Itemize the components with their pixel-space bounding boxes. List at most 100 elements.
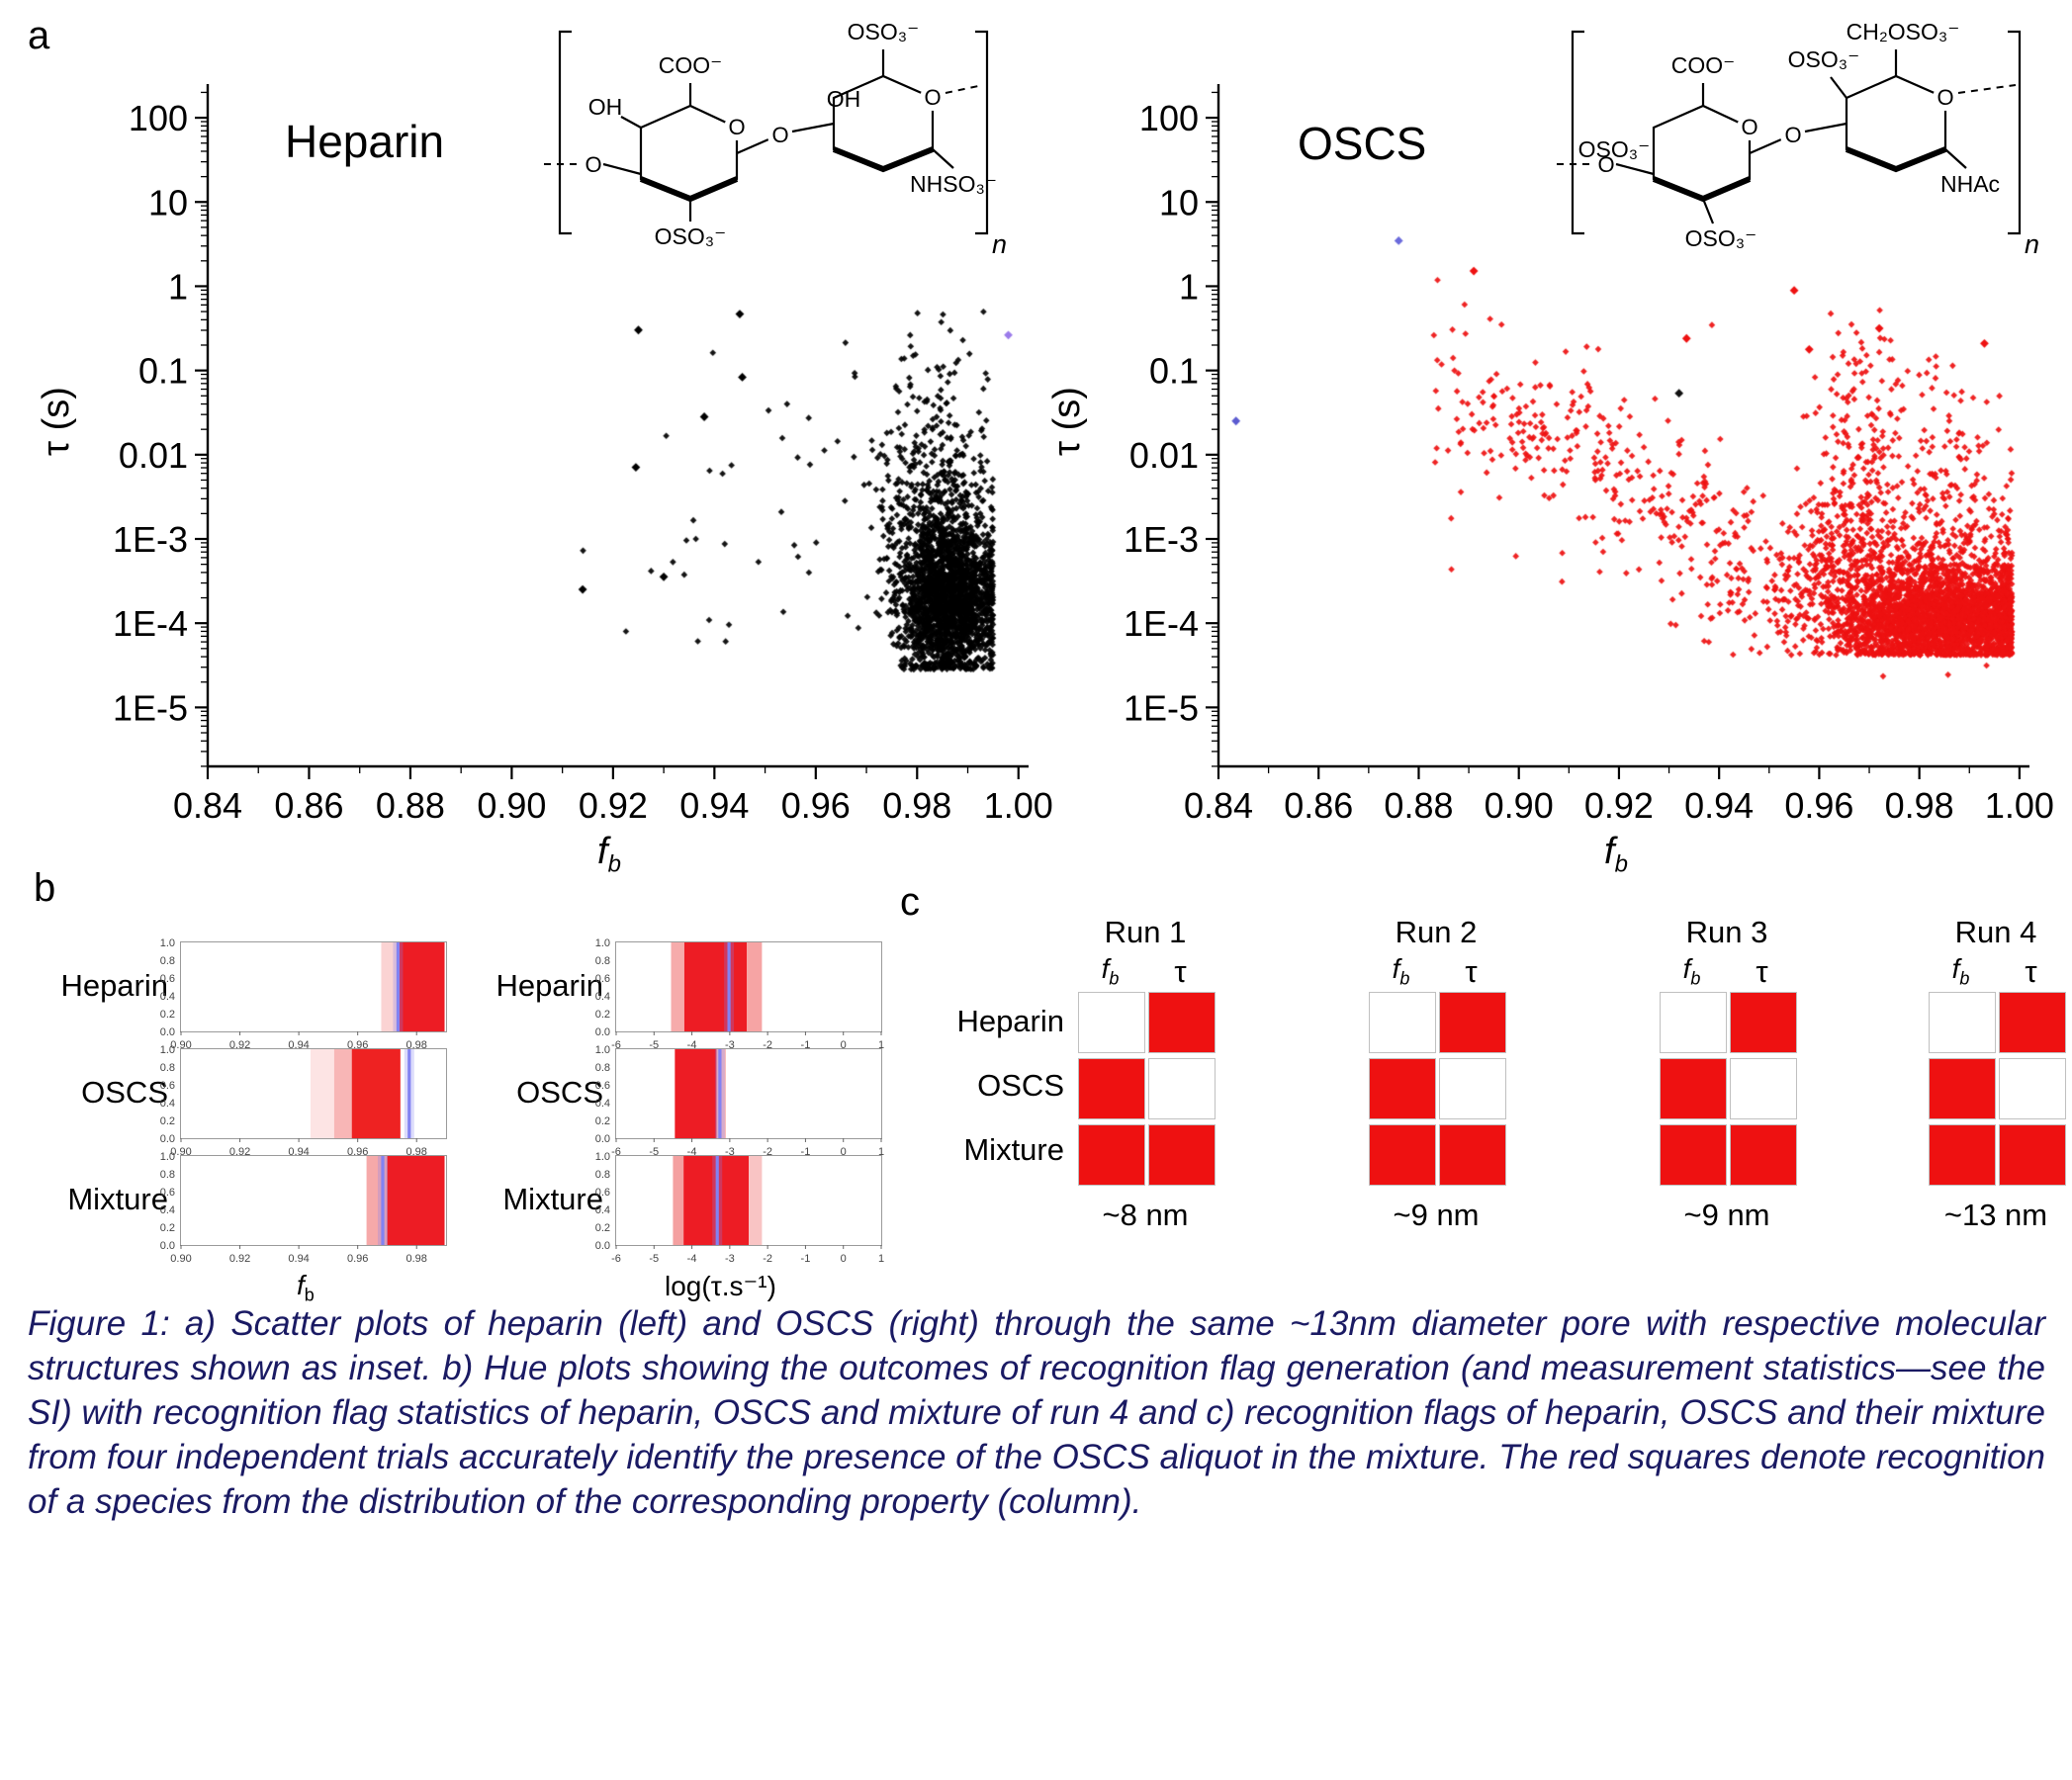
y-tick-label: 100 <box>129 98 188 138</box>
flag-col-headers: fb τ <box>1653 953 1801 992</box>
pore-size-label: ~9 nm <box>1683 1198 1770 1232</box>
repeat-n-label: n <box>2025 229 2039 259</box>
hue-y-tick-label: 0.8 <box>595 1169 610 1181</box>
bond <box>791 122 835 134</box>
panel-b-label: b <box>34 866 56 910</box>
hue-marker <box>715 1156 719 1245</box>
oso3-label: OSO₃⁻ <box>1578 136 1651 162</box>
y-tick-label: 1E-5 <box>113 687 188 728</box>
hue-plot-oscs-tau: 1.0 0.8 0.6 0.4 0.2 0.0 -6 -5 -4 -3 -2 -1 0 1 <box>595 1044 884 1158</box>
tau-col-header: τ <box>2025 954 2037 989</box>
atom-bg <box>1933 85 1958 111</box>
bracket-right <box>2008 30 2022 235</box>
flag-cell <box>1998 1124 2066 1186</box>
x-tick-label: 0.92 <box>1584 785 1654 826</box>
hue-x-tick-label: -5 <box>649 1146 659 1158</box>
heparin-structure-inset: n O O COO⁻ OH OSO₃⁻ O O OSO₃⁻ OH NHSO₃⁻ <box>544 19 1007 259</box>
run-title: Run 3 <box>1685 915 1768 949</box>
hue-y-tick-label: 0.2 <box>160 1115 175 1127</box>
hue-y-tick-label: 0.2 <box>160 1222 175 1234</box>
flag-cell <box>1998 992 2066 1053</box>
hue-x-tick-label: 0.98 <box>406 1253 427 1265</box>
oxygen-atom: O <box>924 85 941 110</box>
y-tick-label: 1 <box>168 266 188 307</box>
hue-x-tick-label: 1 <box>878 1039 884 1051</box>
hue-y-tick-label: 0.2 <box>595 1222 610 1234</box>
flag-grid <box>1653 992 1801 1186</box>
oxygen-atom: O <box>728 115 745 139</box>
heparin-scatter-plot: 100 10 1 0.1 0.01 1E-3 1E-4 1E-5 0.84 0.86 0.88 0.9… <box>113 84 1053 826</box>
x-tick-label: 0.98 <box>882 785 951 826</box>
hue-fb-axis-label: fb <box>297 1270 315 1306</box>
hue-band <box>381 942 400 1031</box>
oscs-scatter-plot: 100 10 1 0.1 0.01 1E-3 1E-4 1E-5 0.84 0.86 0.88 0.9… <box>1124 84 2054 826</box>
hue-y-tick-label: 0.0 <box>595 1240 610 1252</box>
hue-x-tick-label: 0.90 <box>170 1253 191 1265</box>
x-tick-label: 0.86 <box>1284 785 1353 826</box>
oh-label: OH <box>827 86 861 112</box>
flag-cell <box>1077 1058 1145 1119</box>
hue-x-tick-label: 0 <box>841 1146 847 1158</box>
hue-band <box>749 1156 763 1245</box>
hue-x-tick-label: -2 <box>763 1039 772 1051</box>
hue_tau-strip-2: 1.0 0.8 0.6 0.4 0.2 0.0-6 -5 -4 -3 -2 -1 0 1 <box>595 1151 884 1265</box>
y-tick-label: 0.1 <box>138 351 188 392</box>
hue-y-tick-label: 0.8 <box>160 955 175 967</box>
hue-y-tick-label: 0.4 <box>595 1204 610 1216</box>
x-label-main: f <box>297 1270 305 1300</box>
x-label-main: f <box>597 831 608 872</box>
hue-y-tick-label: 1.0 <box>595 937 610 949</box>
tau-col-header: τ <box>1174 954 1187 989</box>
hue-y-tick-label: 0.6 <box>595 1187 610 1199</box>
x-tick-label: 0.92 <box>579 785 648 826</box>
x-tick-label: 1.00 <box>1985 785 2054 826</box>
oso3-label: OSO₃⁻ <box>848 19 920 44</box>
hue-x-tick-label: -3 <box>725 1146 735 1158</box>
flag-cell <box>1659 992 1727 1053</box>
hue-y-tick-label: 1.0 <box>160 937 175 949</box>
atom-bg <box>1780 123 1806 148</box>
y-tick-label: 0.01 <box>119 435 188 476</box>
nhac-label: NHAc <box>1940 171 2000 197</box>
hue-y-tick-label: 0.6 <box>595 1080 610 1092</box>
ch2oso3-label: CH₂OSO₃⁻ <box>1847 19 1960 44</box>
x-tick-label: 0.94 <box>679 785 749 826</box>
x-tick-label: 1.00 <box>984 785 1053 826</box>
hue-tau-axis-label: log(τ.s⁻¹) <box>665 1271 776 1301</box>
hue-y-tick-label: 0.2 <box>160 1009 175 1021</box>
x-label-sub: b <box>1614 850 1628 878</box>
hue-y-tick-label: 1.0 <box>160 1044 175 1056</box>
x-tick-label: 0.90 <box>477 785 546 826</box>
oscs-structure-inset: n O O COO⁻ OSO₃⁻ OSO₃⁻ O O CH₂OSO₃⁻ OSO₃… <box>1557 19 2039 259</box>
flag-cell <box>1438 992 1506 1053</box>
heparin-axes: 100 10 1 0.1 0.01 1E-3 1E-4 1E-5 0.84 0.86 0.88 0.9… <box>113 84 1053 826</box>
atom-bg <box>724 115 750 140</box>
hue-y-tick-label: 0.4 <box>160 1204 175 1216</box>
hue-plot-heparin-fb: 1.0 0.8 0.6 0.4 0.2 0.0 0.90 0.92 0.94 0.96 0.98 <box>160 937 447 1051</box>
hue-y-tick-label: 0.0 <box>160 1240 175 1252</box>
hue-y-tick-label: 0.0 <box>160 1133 175 1145</box>
y-tick-label: 1E-4 <box>113 603 188 644</box>
hue-marker <box>718 1049 722 1138</box>
run-group-3: Run 3 fb τ ~9 nm <box>1653 915 1801 1233</box>
flag-cell <box>1928 992 1996 1053</box>
x-tick-label: 0.98 <box>1885 785 1954 826</box>
hue-x-tick-label: -6 <box>611 1146 621 1158</box>
hue-y-tick-label: 0.8 <box>595 955 610 967</box>
flag-col-headers: fb τ <box>1922 953 2070 992</box>
flag-row-label-heparin: Heparin <box>956 1004 1064 1038</box>
y-tick-label: 0.01 <box>1129 435 1199 476</box>
bracket-left <box>558 30 572 235</box>
y-tick-label: 1E-3 <box>1124 519 1199 560</box>
hue_fb-strip-2: 1.0 0.8 0.6 0.4 0.2 0.00.90 0.92 0.94 0.96 0.98 <box>160 1151 445 1265</box>
hue_fb-strip-1: 1.00.80.60.40.20.00.90 0.92 0.94 0.96 0.98 <box>160 1044 427 1158</box>
x-tick-label: 0.84 <box>173 785 242 826</box>
hue-y-tick-label: 0.2 <box>595 1009 610 1021</box>
hue-marker <box>727 942 731 1031</box>
hue-y-tick-label: 0.6 <box>160 1080 175 1092</box>
flag-cell <box>1077 1124 1145 1186</box>
hue-marker <box>396 942 401 1031</box>
hue-x-tick-label: -2 <box>763 1253 772 1265</box>
flag-cell <box>1438 1058 1506 1119</box>
